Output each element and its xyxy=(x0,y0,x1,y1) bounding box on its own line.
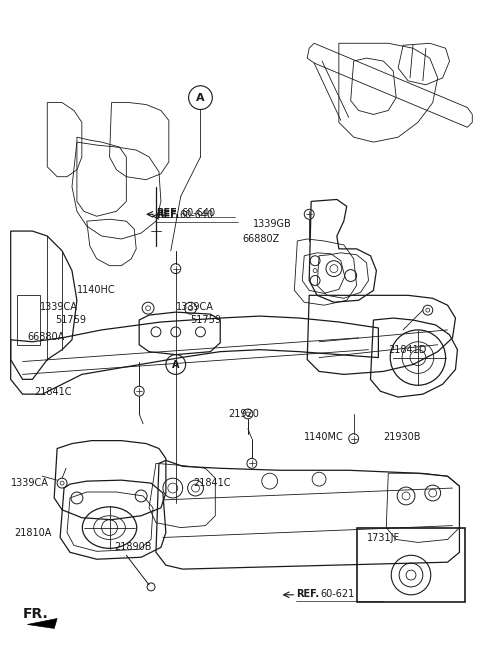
Text: 66880A: 66880A xyxy=(27,332,65,342)
Text: 60-640: 60-640 xyxy=(180,210,214,221)
Text: 21890B: 21890B xyxy=(114,542,152,552)
Text: 1339GB: 1339GB xyxy=(253,219,291,229)
Text: 51759: 51759 xyxy=(55,315,86,325)
Text: 66880Z: 66880Z xyxy=(242,234,279,244)
Text: 1339CA: 1339CA xyxy=(11,478,48,488)
Text: 1140HC: 1140HC xyxy=(77,286,116,295)
Text: A: A xyxy=(172,359,180,370)
Text: 21841C: 21841C xyxy=(35,387,72,397)
Text: 60-640: 60-640 xyxy=(182,208,216,218)
Text: A: A xyxy=(196,93,205,103)
Text: REF.: REF. xyxy=(156,208,179,218)
Text: REF.: REF. xyxy=(296,589,320,599)
Text: 21841C: 21841C xyxy=(193,478,231,488)
Text: 21841D: 21841D xyxy=(388,344,427,355)
Text: 1731JF: 1731JF xyxy=(367,533,400,542)
Polygon shape xyxy=(27,619,57,628)
Text: 21810A: 21810A xyxy=(14,528,52,537)
Text: 51759: 51759 xyxy=(191,315,222,325)
Text: 1339CA: 1339CA xyxy=(176,303,214,312)
Text: REF.: REF. xyxy=(156,210,179,221)
Text: FR.: FR. xyxy=(23,607,48,620)
Text: 21920: 21920 xyxy=(228,409,259,419)
Text: 1339CA: 1339CA xyxy=(40,303,78,312)
Text: 1140MC: 1140MC xyxy=(304,432,344,442)
Text: 60-621: 60-621 xyxy=(320,589,354,599)
Text: 21930B: 21930B xyxy=(384,432,421,442)
